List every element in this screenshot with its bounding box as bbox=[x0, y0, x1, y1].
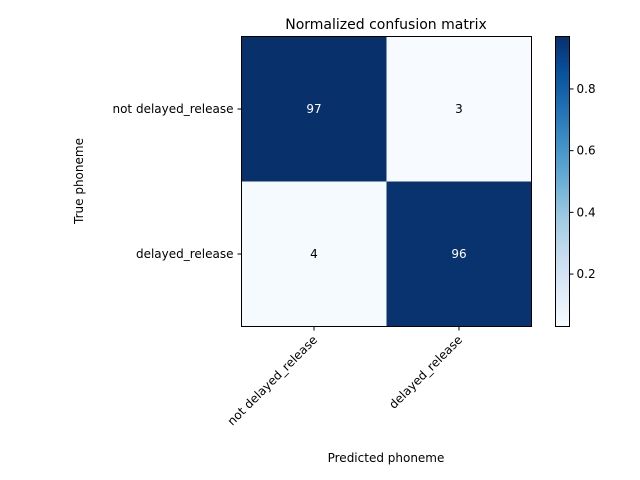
colorbar-tick-label: 0.6 bbox=[577, 144, 596, 158]
colorbar-tick-label: 0.8 bbox=[577, 82, 596, 96]
chart-title: Normalized confusion matrix bbox=[285, 17, 487, 33]
cell-value-label: 4 bbox=[310, 247, 318, 261]
cell-value-label: 96 bbox=[451, 247, 466, 261]
x-tick-label: delayed_release bbox=[386, 333, 465, 412]
y-axis-ticks: not delayed_release delayed_release bbox=[112, 102, 242, 261]
plot-frame bbox=[241, 36, 532, 327]
colorbar-tick-label: 0.2 bbox=[577, 267, 596, 281]
x-tick-label: not delayed_release bbox=[225, 333, 320, 428]
y-tick-label: not delayed_release bbox=[112, 102, 233, 116]
cell-value-label: 3 bbox=[455, 102, 463, 116]
x-axis-label: Predicted phoneme bbox=[328, 451, 445, 465]
heatmap-cell bbox=[241, 181, 387, 327]
x-axis-ticks: not delayed_release delayed_release bbox=[225, 326, 465, 428]
y-axis-label: True phoneme bbox=[72, 138, 86, 225]
colorbar-tick-label: 0.4 bbox=[577, 205, 596, 219]
cell-value-label: 97 bbox=[306, 102, 321, 116]
heatmap-cell bbox=[386, 181, 532, 327]
heatmap-cell bbox=[241, 36, 387, 182]
colorbar bbox=[555, 36, 570, 327]
y-tick-label: delayed_release bbox=[136, 247, 234, 261]
colorbar-ticks: 0.2 0.4 0.6 0.8 bbox=[569, 82, 596, 281]
heatmap-cell bbox=[386, 36, 532, 182]
heatmap-cells: 97 3 4 96 bbox=[241, 36, 532, 327]
